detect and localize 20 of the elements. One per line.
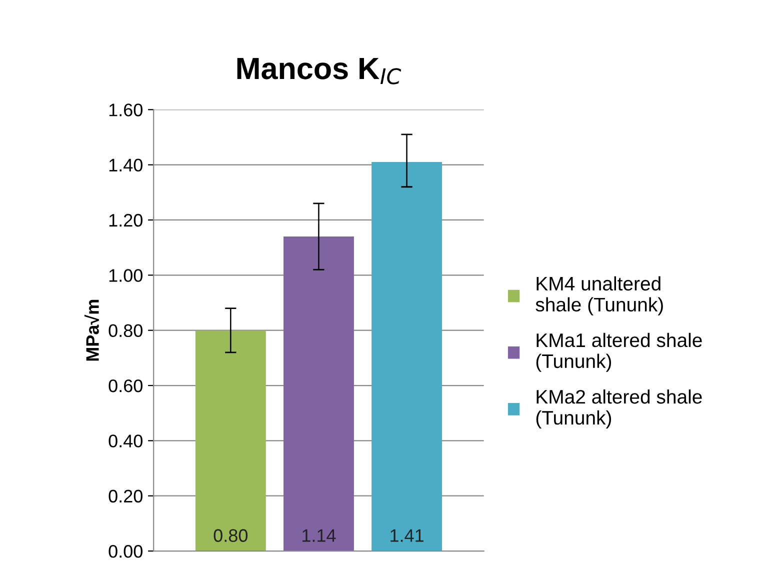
legend-label: KMa1 altered shale (Tununk) (536, 332, 702, 372)
y-tick-label: 0.40 (108, 434, 142, 448)
y-tick-label: 0.80 (108, 324, 142, 338)
y-tick-label: 1.60 (109, 104, 142, 116)
bar (372, 162, 442, 552)
data-label: 1.14 (302, 529, 336, 542)
data-label: 1.41 (390, 529, 424, 542)
legend-label: KM4 unaltered shale (Tununk) (536, 276, 663, 316)
bar (195, 330, 266, 552)
y-tick-label: 1.20 (109, 214, 142, 227)
legend-label: KMa2 altered shale (Tununk) (536, 389, 702, 428)
y-tick-label: 1.00 (109, 269, 142, 282)
y-tick-label: 0.20 (108, 490, 142, 503)
y-tick-label: 0.60 (108, 379, 142, 392)
chart-title: Mancos K$_{IC}$ (237, 58, 402, 84)
bar (283, 236, 354, 552)
y-tick-label: 1.40 (109, 158, 142, 172)
data-label: 0.80 (214, 529, 248, 542)
y-tick-label: 0.00 (108, 544, 142, 558)
y-axis-title: MPa√m (84, 300, 99, 361)
